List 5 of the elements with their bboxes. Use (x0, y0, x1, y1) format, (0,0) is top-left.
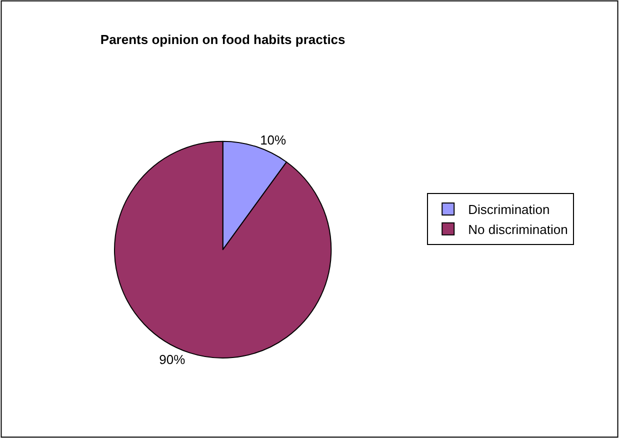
data-label: 90% (159, 352, 186, 367)
data-label: 10% (260, 132, 287, 148)
legend-label: No discrimination (468, 222, 568, 237)
legend-label: Discrimination (468, 202, 550, 218)
chart-title: Parents opinion on food habits practics (100, 32, 346, 48)
